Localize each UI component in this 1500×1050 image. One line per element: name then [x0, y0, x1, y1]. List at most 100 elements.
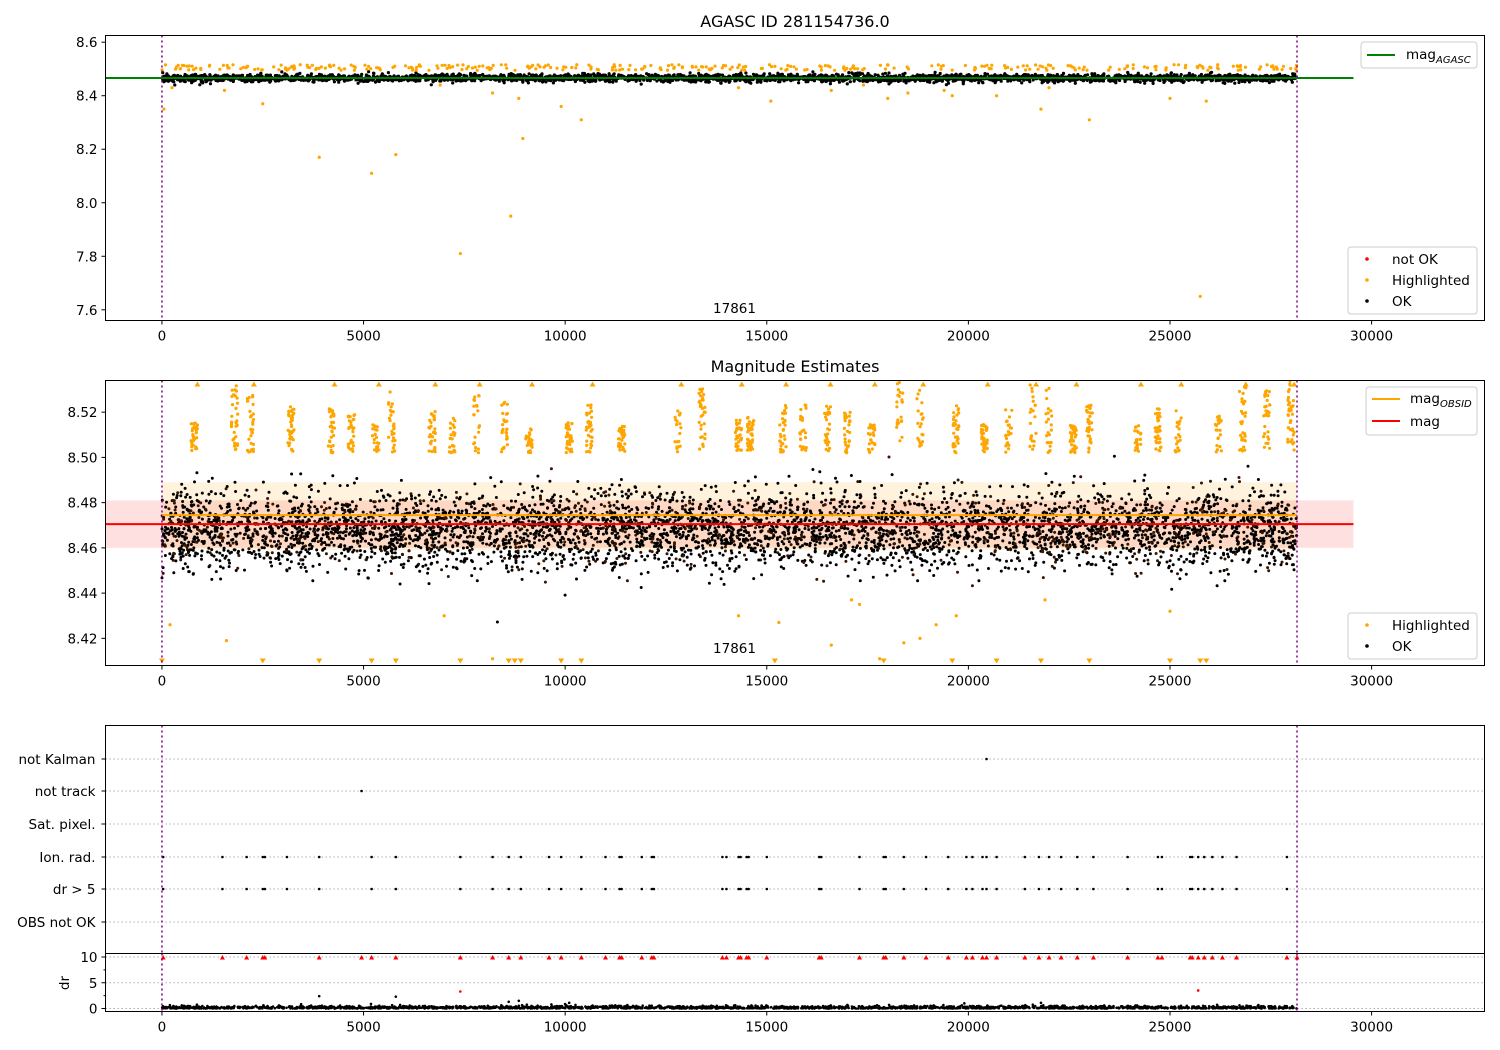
ok-point [653, 556, 657, 560]
ok-point [255, 509, 259, 513]
ok-point [951, 529, 955, 532]
ok-point [767, 502, 771, 505]
highlighted-outlier-point [950, 94, 954, 98]
highlighted-point [819, 68, 824, 72]
ok-point [832, 78, 836, 82]
ok-point [551, 81, 556, 85]
legend-highlighted-label: Highlighted [1392, 273, 1470, 289]
ok-point [502, 81, 506, 85]
ok-point [261, 520, 265, 524]
highlighted-outlier-point [458, 251, 462, 256]
legend-not-ok-marker [1365, 257, 1369, 261]
ok-point [269, 539, 272, 543]
highlighted-point [1107, 68, 1111, 72]
highlighted-point [741, 65, 746, 69]
ok-point [837, 80, 842, 84]
ok-point [614, 79, 618, 83]
ok-point [1208, 527, 1212, 531]
ok-point [301, 562, 305, 566]
highlighted-point [531, 63, 535, 67]
highlighted-point [575, 63, 579, 67]
ok-point [746, 491, 750, 495]
ok-point [509, 72, 513, 76]
highlighted-point [178, 67, 182, 71]
highlighted-point [208, 63, 212, 67]
ok-point [647, 73, 651, 77]
ok-point [1177, 497, 1181, 501]
ok-point [847, 71, 851, 75]
ok-point [884, 539, 888, 543]
ok-point [612, 503, 616, 507]
highlighted-point [1049, 64, 1053, 68]
ok-point [273, 74, 277, 78]
highlighted-point [930, 64, 934, 68]
highlighted-point [443, 63, 447, 67]
agasc-xtick-label-0: 0 [158, 329, 167, 345]
ok-point [807, 528, 811, 532]
highlighted-outlier-point [829, 88, 833, 92]
ok-point [1253, 490, 1256, 494]
ok-point [940, 500, 944, 504]
ok-point [537, 78, 541, 82]
agasc-obsid-annotation: 17861 [713, 301, 756, 317]
ok-point [499, 550, 503, 554]
ok-point [1230, 485, 1234, 489]
ok-point [1087, 543, 1090, 547]
ok-point [404, 537, 408, 541]
highlighted-point [473, 65, 477, 69]
highlighted-point [728, 67, 732, 71]
ok-point [739, 71, 743, 75]
ok-point [173, 508, 177, 512]
highlighted-point [542, 65, 546, 69]
highlighted-point [672, 65, 676, 69]
ok-point [432, 555, 436, 558]
ok-point [655, 79, 659, 83]
ok-point [928, 80, 932, 84]
ok-point [377, 569, 381, 572]
ok-point [755, 80, 759, 84]
highlighted-point [403, 64, 408, 68]
ok-point [543, 552, 547, 556]
ok-point [590, 495, 593, 499]
ok-point [811, 468, 815, 471]
ok-point [1097, 500, 1101, 504]
ok-point [1102, 497, 1106, 501]
ok-point [756, 539, 760, 542]
highlighted-point [253, 67, 257, 71]
ok-point [1112, 563, 1115, 567]
ok-point [1200, 481, 1203, 485]
ok-point [1044, 472, 1048, 476]
ok-point [789, 543, 793, 547]
ok-point [1040, 519, 1044, 523]
highlighted-point [1154, 68, 1158, 72]
ok-point [961, 80, 965, 85]
ok-point [328, 497, 332, 501]
highlighted-point [1172, 63, 1176, 67]
agasc-xtick-label-25000: 25000 [1149, 329, 1192, 345]
ok-point [371, 71, 376, 75]
ok-point [920, 563, 924, 567]
highlighted-point [174, 67, 178, 71]
ok-point [746, 517, 750, 521]
ok-point [563, 540, 567, 544]
ok-point [173, 83, 177, 87]
ok-point [1073, 81, 1077, 85]
highlighted-point [1066, 64, 1070, 68]
highlighted-point [792, 65, 796, 69]
highlighted-point [305, 63, 309, 67]
ok-point [928, 569, 932, 573]
ok-point [1206, 519, 1210, 522]
ok-point [933, 559, 937, 563]
highlighted-point [1085, 68, 1089, 72]
highlighted-point [260, 68, 264, 72]
agasc-ytick-label-7.6: 7.6 [76, 303, 97, 319]
highlighted-point [1142, 65, 1146, 69]
legend-ok-label: OK [1392, 294, 1413, 310]
highlighted-point [620, 67, 625, 71]
ok-point [1189, 510, 1193, 514]
ok-point [270, 564, 274, 568]
ok-point [625, 579, 629, 583]
ok-point [639, 74, 643, 78]
ok-point [429, 83, 433, 87]
highlighted-point [856, 67, 860, 71]
